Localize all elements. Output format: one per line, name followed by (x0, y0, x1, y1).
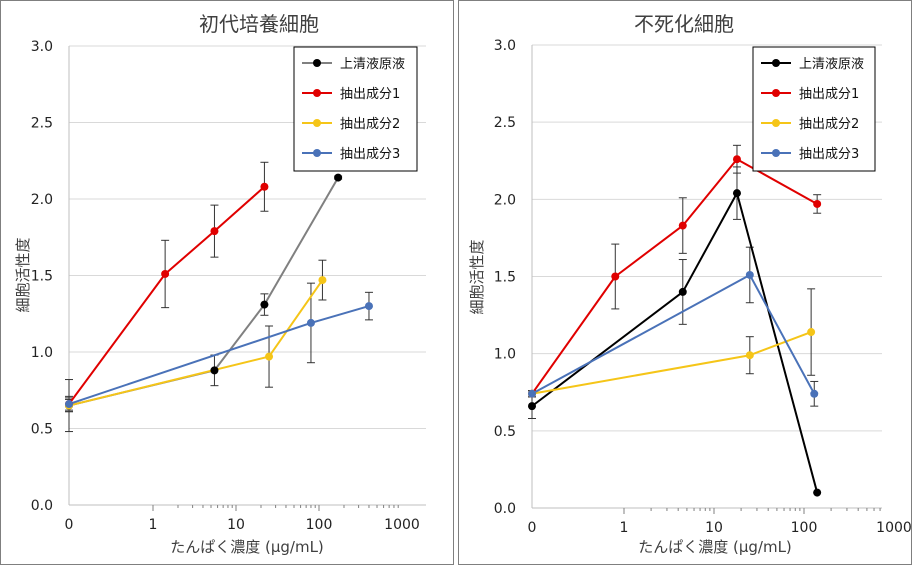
y-tick-label: 1.5 (31, 269, 53, 285)
data-point (210, 227, 219, 236)
legend-label: 抽出成分3 (799, 147, 859, 162)
data-point (65, 400, 73, 409)
x-tick-label: 1 (149, 517, 158, 533)
chart-panel-immortalized-cells: 不死化細胞 0.0 0.5 1.0 1.5 2.0 2.5 3.0 0 1 10 100 1000 たんぱ… (458, 0, 912, 565)
data-point (260, 300, 269, 309)
data-point (318, 276, 327, 285)
legend-swatch-marker (772, 149, 780, 157)
x-axis-label: たんぱく濃度 (µg/mL) (638, 538, 792, 556)
y-tick-label: 3.0 (31, 39, 53, 55)
y-tick-label: 1.0 (31, 345, 53, 361)
x-tick-label: 1000 (384, 517, 420, 533)
y-tick-label: 2.0 (494, 192, 516, 208)
legend-swatch-marker (772, 89, 780, 97)
data-point (745, 351, 754, 360)
legend-swatch-marker (313, 149, 321, 157)
data-point (260, 182, 269, 191)
data-point (528, 389, 536, 398)
legend-swatch-marker (772, 59, 780, 67)
data-point (745, 270, 754, 279)
x-tick-label: 100 (791, 520, 818, 536)
x-tick-label: 100 (306, 517, 333, 533)
data-point (528, 402, 536, 411)
legend-label: 抽出成分2 (799, 117, 859, 132)
y-tick-label: 3.0 (494, 38, 516, 54)
series-line (68, 177, 339, 407)
x-tick-label: 0 (65, 517, 74, 533)
data-point (807, 328, 816, 337)
x-tick-label: 1 (620, 520, 629, 536)
data-point (678, 287, 687, 296)
x-tick-label: 10 (227, 517, 245, 533)
y-tick-label: 0.5 (494, 424, 516, 440)
legend-swatch-marker (772, 119, 780, 127)
x-axis-label: たんぱく濃度 (µg/mL) (170, 538, 324, 556)
legend-label: 抽出成分1 (340, 87, 400, 102)
chart-panel-primary-cells: 初代培養細胞 0.0 0.5 1.0 1.5 2.0 2.5 3.0 0 1 10 100 1000 たん… (0, 0, 454, 565)
x-tick-label: 0 (528, 520, 537, 536)
data-point (306, 318, 315, 327)
chart-immortalized-cells: 不死化細胞 0.0 0.5 1.0 1.5 2.0 2.5 3.0 0 1 10 100 1000 たんぱ… (468, 12, 911, 556)
chart-primary-cells: 初代培養細胞 0.0 0.5 1.0 1.5 2.0 2.5 3.0 0 1 10 100 1000 たん… (14, 12, 426, 556)
data-point (161, 269, 170, 278)
y-tick-label: 0.0 (494, 501, 516, 517)
y-axis-label: 細胞活性度 (14, 237, 32, 312)
y-tick-label: 0.5 (31, 422, 53, 438)
data-point (810, 389, 819, 398)
legend-label: 抽出成分1 (799, 87, 859, 102)
legend-swatch-marker (313, 89, 321, 97)
data-point (732, 155, 741, 164)
series-line (68, 279, 324, 407)
data-point (813, 488, 822, 497)
series-line (531, 192, 819, 493)
series-line (68, 305, 370, 405)
y-tick-label: 1.5 (494, 270, 516, 286)
legend-label: 抽出成分2 (340, 117, 400, 132)
data-point (364, 302, 373, 311)
legend-swatch-marker (313, 119, 321, 127)
legend-swatch-marker (313, 59, 321, 67)
series-line (531, 331, 812, 395)
x-tick-label: 10 (705, 520, 723, 536)
legend-label: 上清液原液 (340, 57, 405, 72)
series-line (68, 186, 266, 405)
data-point (210, 366, 219, 375)
y-axis-label: 細胞活性度 (468, 239, 486, 314)
data-point (334, 173, 343, 182)
y-tick-label: 2.5 (31, 116, 53, 132)
chart-title: 初代培養細胞 (199, 12, 319, 36)
data-point (611, 272, 620, 281)
y-tick-label: 2.0 (31, 192, 53, 208)
data-point (732, 189, 741, 198)
data-point (265, 352, 274, 361)
data-point (678, 221, 687, 230)
x-tick-label: 1000 (876, 520, 911, 536)
legend-label: 抽出成分3 (340, 147, 400, 162)
y-tick-label: 0.0 (31, 498, 53, 514)
y-tick-label: 1.0 (494, 347, 516, 363)
data-point (813, 199, 822, 208)
chart-title: 不死化細胞 (634, 12, 734, 36)
y-tick-label: 2.5 (494, 115, 516, 131)
legend-label: 上清液原液 (799, 57, 864, 72)
